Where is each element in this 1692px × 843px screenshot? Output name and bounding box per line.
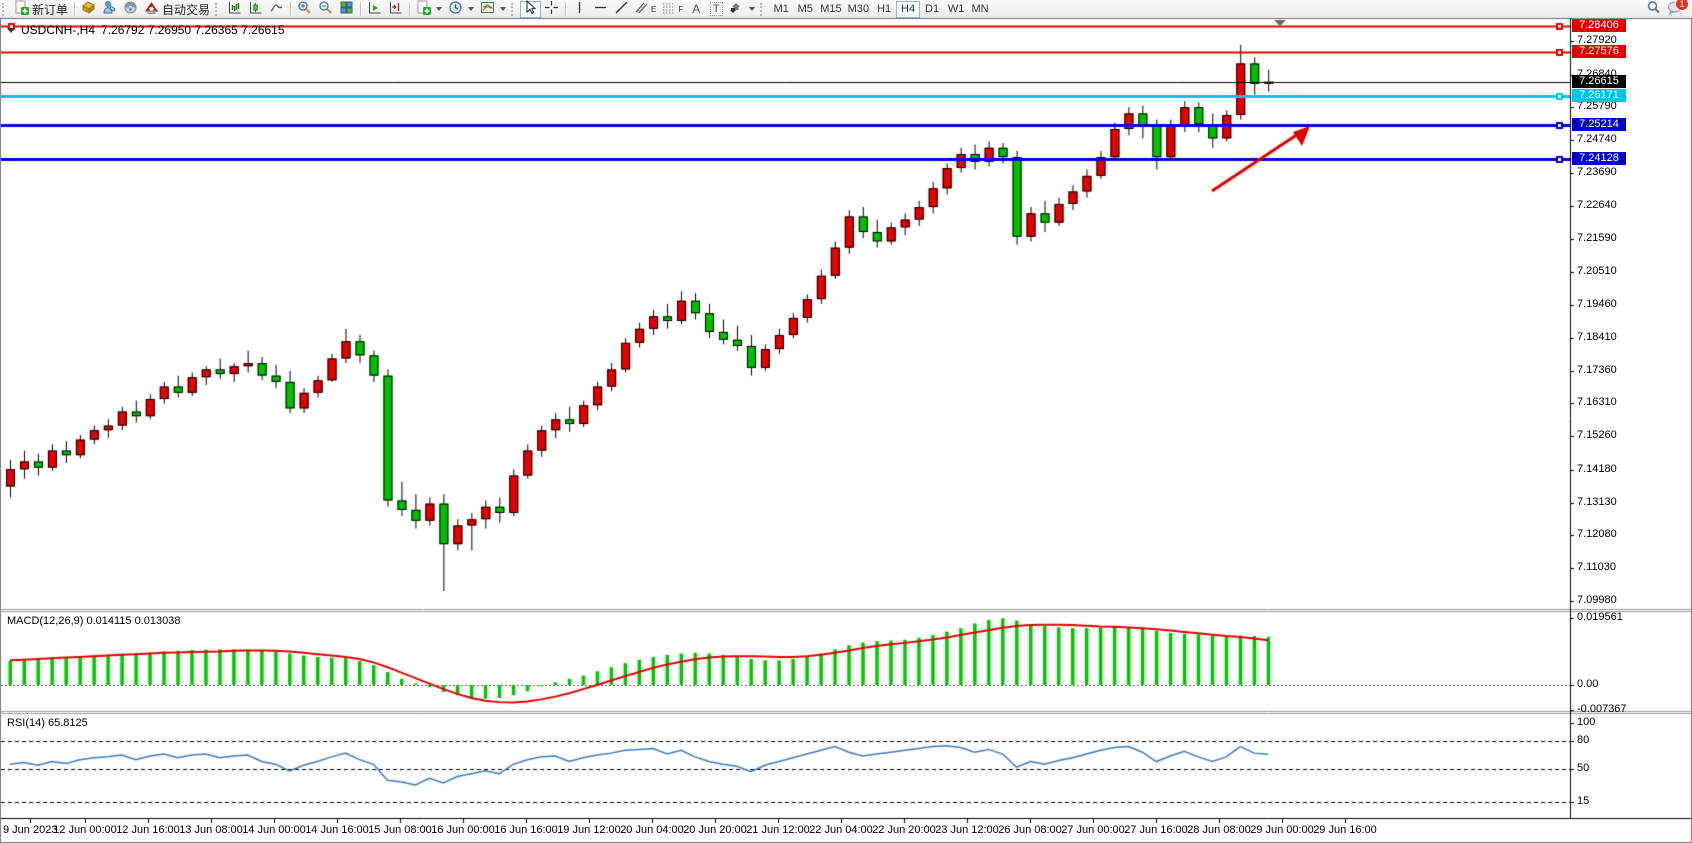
time-axis-zone[interactable] — [0, 819, 1570, 843]
price-axis-zone[interactable] — [1570, 18, 1692, 818]
macd-pane-separator[interactable] — [0, 609, 1692, 613]
rsi-pane-separator[interactable] — [0, 711, 1692, 715]
